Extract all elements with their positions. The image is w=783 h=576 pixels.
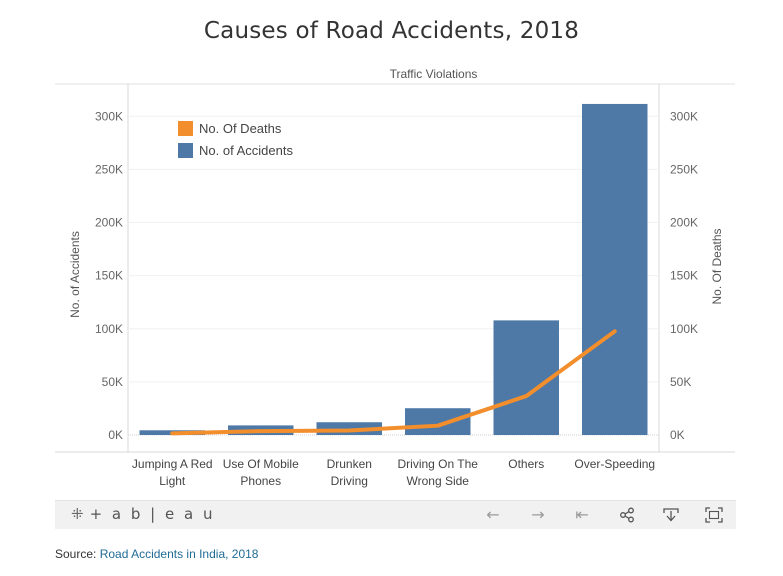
x-tick-label: Others [508,457,544,471]
x-tick-label: Driving On The [398,457,479,471]
legend-swatch [178,121,193,136]
y-right-tick-label: 50K [670,375,691,389]
source-link[interactable]: Road Accidents in India, 2018 [99,547,259,561]
source-note: Source: Road Accidents in India, 2018 [55,547,258,561]
y-left-tick-label: 250K [95,162,123,176]
y-left-tick-label: 50K [102,375,123,389]
y-left-axis-title: No. of Accidents [68,231,82,318]
tableau-logo-icon: ⁜ [71,505,84,523]
y-left-tick-label: 150K [95,269,123,283]
x-tick-label: Driving [331,474,368,488]
y-right-tick-label: 300K [670,109,698,123]
legend-label: No. Of Deaths [199,121,282,136]
y-right-tick-label: 250K [670,162,698,176]
bar-accidents [405,408,471,435]
y-left-tick-label: 200K [95,216,123,230]
fullscreen-icon[interactable] [702,504,726,526]
x-tick-label: Drunken [327,457,372,471]
chart: Traffic Violations 0K 50K 100K 150K 200K 250K 3… [55,67,735,488]
x-tick-label: Over-Speeding [574,457,655,471]
x-tick-label: Jumping A Red [132,457,213,471]
y-right-axis-title: No. Of Deaths [710,228,724,304]
redo-icon[interactable]: → [531,505,545,524]
y-left-tick-label: 100K [95,322,123,336]
download-icon[interactable] [659,504,683,526]
undo-icon[interactable]: ← [486,505,500,524]
tableau-logo-text: + a b | e a u [89,505,215,523]
page-title: Causes of Road Accidents, 2018 [203,18,580,44]
column-header: Traffic Violations [390,67,478,81]
x-tick-label: Use Of Mobile [223,457,299,471]
y-left-tick-label: 300K [95,109,123,123]
share-icon[interactable] [615,504,639,526]
x-tick-label: Wrong Side [407,474,470,488]
x-tick-label: Phones [240,474,281,488]
bar-accidents [582,103,648,436]
tableau-logo[interactable]: ⁜ + a b | e a u [71,505,215,523]
y-right-tick-label: 200K [670,216,698,230]
x-tick-label: Light [159,474,186,488]
y-right-tick-label: 0K [670,428,685,442]
legend-label: No. of Accidents [199,143,293,158]
y-right-tick-label: 100K [670,322,698,336]
source-prefix: Source: [55,547,100,561]
revert-icon[interactable]: ⇤ [575,505,589,524]
y-left-tick-label: 0K [108,428,123,442]
tableau-toolbar: ⁜ + a b | e a u ← → ⇤ [55,500,736,529]
y-right-tick-label: 150K [670,269,698,283]
line-deaths [170,329,617,436]
legend-swatch [178,143,193,158]
